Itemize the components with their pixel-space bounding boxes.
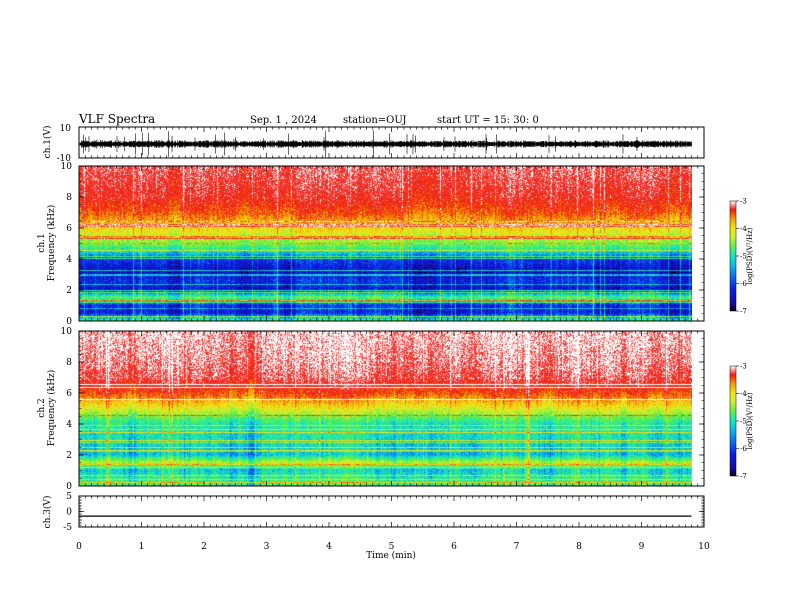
ch2-colorbar-tick-label: -7 [740,473,747,481]
ch1-colorbar-tick-label: -6 [740,280,747,288]
ch2-spectrogram-panel: 0 2 4 6 8 10 ch.2Frequency (kHz) [37,327,705,492]
ch3-waveform-ylabel: ch.3(V) [42,496,53,529]
time-axis-tick-label: 10 [698,542,710,552]
ch2-spectrogram-ytick-label: 6 [66,389,72,399]
time-axis-tick-label: 8 [576,542,582,552]
ch1-colorbar-label: log(PSD)(V²/Hz) [746,227,754,284]
ch1-colorbar-tick-label: -3 [740,198,747,206]
ch1-spectrogram-ylabel-channel: ch.1Frequency (kHz) [37,205,57,282]
ch2-spectrogram-ticks: 0 2 4 6 8 10 [61,327,705,492]
time-axis-label: Time (min) [366,550,416,561]
ch2-spectrogram-ytick-label: 4 [66,420,72,430]
ch3-waveform-panel: 5 0 -5 ch.3(V) [42,492,705,533]
header-station: station=OUJ [343,115,407,126]
time-axis-tick-label: 4 [326,542,332,552]
ch1-waveform-xticks [78,127,705,158]
time-axis-tick-label: 1 [139,542,145,552]
ch3-waveform-ytick-label: 5 [66,492,72,502]
ch2-spectrogram-ytick-label: 0 [66,482,72,492]
ch1-colorbar-tick-label: -5 [740,253,747,261]
ch2-colorbar-ticks: -3 -4 -5 -6 -7 [736,363,747,481]
ch1-colorbar-gradient [729,200,737,312]
ch1-ytick-top: 10 [60,124,72,134]
ch2-spectrogram-ylabel: ch.2Frequency (kHz) [37,370,57,447]
ch2-colorbar-tick-label: -4 [740,390,747,398]
time-axis-tick-labels: 0 1 2 3 4 5 6 7 8 9 10 [76,542,710,552]
ch2-colorbar: -3 -4 -5 -6 -7 log(PSD)(V²/Hz) [729,363,754,481]
ch2-colorbar-label: log(PSD)(V²/Hz) [746,392,754,449]
header-start-time: start UT = 15: 30: 0 [437,115,539,126]
time-axis-tick-label: 9 [639,542,645,552]
ch1-ytick-bottom: -10 [57,154,72,164]
time-axis-tick-label: 3 [264,542,270,552]
time-axis-tick-label: 7 [514,542,520,552]
ch2-colorbar-tick-label: -5 [740,418,747,426]
ch3-waveform-ticks: 5 0 -5 [63,492,705,533]
ch2-colorbar-tick-label: -6 [740,445,747,453]
ch1-spectrogram-panel: 0 2 4 6 8 10 ch.1Frequency (kHz) [37,162,705,327]
ch2-spectrogram-ytick-label: 10 [61,327,73,337]
time-axis-tick-label: 2 [201,542,207,552]
header-date: Sep. 1 , 2024 [250,115,317,126]
ch1-spectrogram-ytick-label: 6 [66,224,72,234]
time-axis-tick-label: 5 [389,542,395,552]
time-axis-tick-label: 6 [451,542,457,552]
ch2-colorbar-tick-label: -3 [740,363,747,371]
ch2-spectrogram-image [79,331,692,486]
ch1-waveform-trace [79,130,692,158]
ch1-colorbar-ticks: -3 -4 -5 -6 -7 [736,198,747,316]
ch1-spectrogram-ytick-label: 2 [66,286,72,296]
ch1-spectrogram-ytick-label: 8 [66,193,72,203]
ch1-spectrogram-ytick-label: 4 [66,255,72,265]
ch1-spectrogram-image [79,166,692,321]
ch1-spectrogram-ticks: 0 2 4 6 8 10 [61,162,705,327]
ch2-spectrogram-ytick-label: 8 [66,358,72,368]
ch2-spectrogram-ytick-label: 2 [66,451,72,461]
ch1-waveform-panel: 10 -10 ch.1(V) [42,124,705,164]
ch2-colorbar-gradient [729,365,737,477]
ch1-spectrogram-ytick-label: 0 [66,317,72,327]
figure-title: VLF Spectra [78,112,155,126]
ch1-waveform-line [79,130,692,158]
ch1-waveform-ylabel: ch.1(V) [42,126,53,159]
ch1-colorbar-tick-label: -7 [740,308,747,316]
ch1-spectrogram-ytick-label: 10 [61,162,73,172]
ch1-colorbar: -3 -4 -5 -6 -7 log(PSD)(V²/Hz) [729,198,754,316]
time-axis-tick-label: 0 [76,542,82,552]
ch3-waveform-ytick-label: -5 [63,523,72,533]
ch1-colorbar-tick-label: -4 [740,225,747,233]
ch3-waveform-ytick-label: 0 [66,508,72,518]
